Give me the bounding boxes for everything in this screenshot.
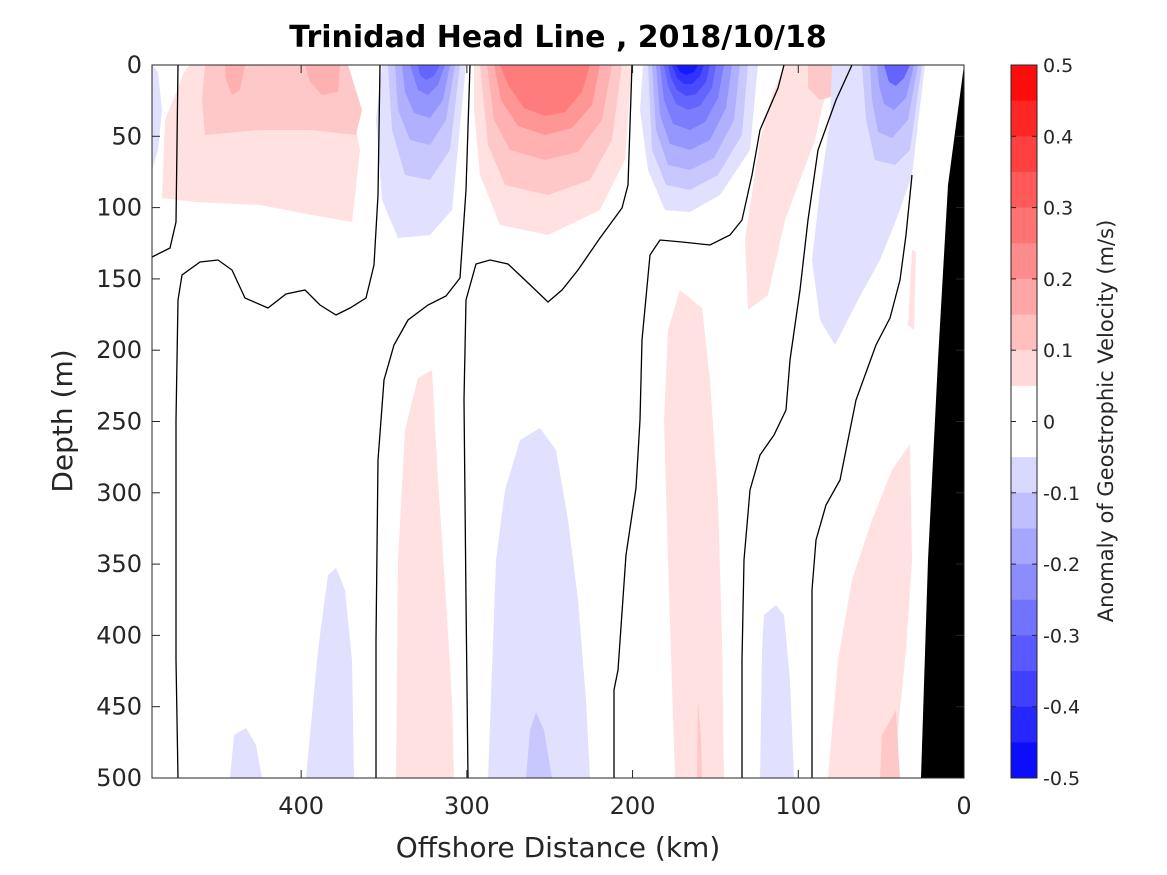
colorbar: 0.5 0.4 0.3 0.2 0.1 0 -0.1 -0.2 -0.3 -0.4 -0.5 Ano…	[1010, 55, 1118, 790]
contour-negative-0.05-left-edge	[152, 65, 162, 170]
colorbar-tick-label: 0.2	[1043, 269, 1073, 291]
colorbar-band	[1011, 278, 1037, 316]
colorbar-tick-label: 0.4	[1043, 126, 1073, 148]
y-tick-label: 400	[96, 621, 142, 649]
x-axis-label: Offshore Distance (km)	[396, 831, 721, 864]
contour-negative-0.05-deep-a	[488, 428, 590, 778]
chart-title: Trinidad Head Line , 2018/10/18	[289, 20, 826, 55]
colorbar-band	[1011, 65, 1037, 102]
x-tick-label: 300	[444, 792, 490, 820]
colorbar-band	[1011, 599, 1037, 636]
colorbar-tick-label: 0.1	[1043, 340, 1073, 362]
contour-negative-0.3-c	[884, 65, 910, 86]
y-axis: 0 50 100 150 200 250 300 350 400 450 500	[96, 51, 964, 792]
contour-negative-0.1-deep-a	[526, 712, 552, 778]
colorbar-band	[1011, 635, 1037, 672]
colorbar-tick-label: 0.3	[1043, 198, 1073, 220]
y-tick-label: 350	[96, 550, 142, 578]
contour-negative-0.05-deep-d	[760, 605, 794, 778]
colorbar-tick-label: -0.2	[1043, 554, 1080, 576]
colorbar-tick-label: 0.5	[1043, 55, 1073, 77]
y-tick-label: 0	[127, 51, 142, 79]
x-tick-label: 400	[278, 792, 324, 820]
y-tick-label: 500	[96, 764, 142, 792]
colorbar-band	[1011, 564, 1037, 601]
contour-positive-0.1-deep-e	[880, 710, 900, 778]
zero-contour-line	[152, 65, 179, 258]
colorbar-band	[1011, 171, 1037, 209]
colorbar-band	[1011, 528, 1037, 565]
x-tick-label: 0	[956, 792, 971, 820]
bathymetry-mask	[921, 65, 964, 778]
zero-contour-line	[375, 65, 471, 778]
x-tick-label: 200	[610, 792, 656, 820]
colorbar-tick-label: -0.5	[1043, 768, 1080, 790]
colorbar-bands	[1011, 65, 1037, 779]
colorbar-band	[1011, 385, 1037, 422]
contour-positive-0.05-c	[745, 65, 832, 310]
colorbar-label: Anomaly of Geostrophic Velocity (m/s)	[1094, 220, 1118, 623]
contour-positive-0.15-offshore	[225, 65, 245, 95]
x-axis: 400 300 200 100 0	[278, 65, 972, 820]
zero-contour-line	[175, 65, 381, 778]
colorbar-band	[1011, 243, 1037, 280]
contour-positive-0.25-b	[500, 65, 590, 116]
contour-negative-0.25-a	[410, 65, 445, 95]
y-tick-label: 150	[96, 265, 142, 293]
colorbar-band	[1011, 492, 1037, 529]
contour-positive-0.05-deep-e	[828, 444, 912, 778]
contour-positive-0.05-nearshore	[908, 250, 916, 330]
colorbar-band	[1011, 706, 1037, 743]
y-tick-label: 250	[96, 408, 142, 436]
colorbar-tick-label: -0.3	[1043, 625, 1080, 647]
colorbar-tick-label: -0.1	[1043, 483, 1080, 505]
y-axis-label: Depth (m)	[46, 349, 79, 492]
contour-fill-layer	[152, 65, 964, 778]
colorbar-band	[1011, 350, 1037, 387]
y-tick-label: 200	[96, 336, 142, 364]
plot-area: 0 50 100 150 200 250 300 350 400 450 500 400 300 200…	[96, 51, 971, 820]
colorbar-tick-label: 0	[1043, 412, 1055, 434]
contour-negative-0.05-deep-c	[230, 728, 262, 778]
zero-contour-line	[613, 65, 785, 778]
y-tick-label: 50	[111, 122, 142, 150]
contour-negative-0.45-b	[676, 65, 698, 75]
colorbar-band	[1011, 742, 1037, 779]
contour-positive-0.15-offshore-b	[305, 65, 340, 95]
contour-positive-0.05-deep-b	[664, 290, 724, 778]
zero-contour-lines	[152, 65, 913, 778]
colorbar-ticks: 0.5 0.4 0.3 0.2 0.1 0 -0.1 -0.2 -0.3 -0.4 -0.5	[1011, 55, 1080, 790]
colorbar-band	[1011, 314, 1037, 351]
colorbar-band	[1011, 136, 1037, 173]
zero-contour-line	[463, 65, 633, 778]
zero-contour-line	[741, 65, 853, 778]
x-tick-label: 100	[775, 792, 821, 820]
contour-positive-0.05-deep-a	[396, 370, 454, 778]
contour-positive-0.1-deep-b	[697, 700, 702, 778]
colorbar-band	[1011, 671, 1037, 708]
contour-negative-0.05-deep-b	[306, 568, 354, 778]
colorbar-band	[1011, 457, 1037, 494]
y-tick-label: 300	[96, 479, 142, 507]
colorbar-band	[1011, 421, 1037, 458]
y-tick-label: 100	[96, 194, 142, 222]
zero-contour-line	[811, 174, 913, 778]
y-tick-label: 450	[96, 693, 142, 721]
contour-negative-0.3-a	[418, 65, 440, 80]
colorbar-band	[1011, 100, 1037, 137]
colorbar-band	[1011, 207, 1037, 244]
colorbar-tick-label: -0.4	[1043, 697, 1080, 719]
